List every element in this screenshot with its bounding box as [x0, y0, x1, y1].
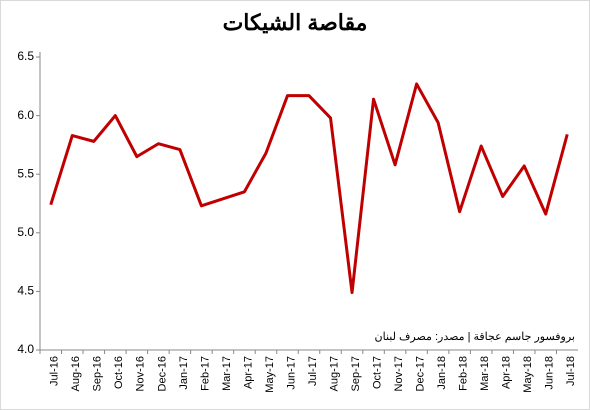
x-tick-label: Apr-17: [242, 356, 254, 389]
x-tick-label: Nov-17: [393, 356, 405, 391]
x-tick-label: Feb-17: [199, 356, 211, 391]
y-tick-label: 4.0: [17, 342, 34, 356]
x-tick-label: May-17: [264, 356, 276, 393]
x-tick-label: Aug-17: [328, 356, 340, 391]
y-tick-label: 6.0: [17, 108, 34, 122]
x-tick-label: Jan-17: [178, 356, 190, 390]
y-tick-label: 5.0: [17, 225, 34, 239]
x-tick-label: Oct-17: [371, 356, 383, 389]
x-tick-label: Jan-18: [436, 356, 448, 390]
y-tick-label: 5.5: [17, 166, 34, 180]
x-tick-label: Dec-17: [415, 356, 427, 391]
x-tick-label: Dec-16: [156, 356, 168, 391]
x-tick-label: Sep-17: [350, 356, 362, 391]
x-tick-label: Jul-17: [307, 356, 319, 386]
x-tick-label: Feb-18: [458, 356, 470, 391]
x-tick-label: May-18: [522, 356, 534, 393]
x-tick-label: Sep-16: [92, 356, 104, 391]
line: [49, 82, 569, 295]
source-note: بروفسور جاسم عجاقة | مصدر: مصرف لبنان: [375, 331, 575, 343]
x-tick-label: Jun-18: [544, 356, 556, 390]
y-tick-label: 6.5: [17, 49, 34, 63]
y-tick-label: 4.5: [17, 284, 34, 298]
x-tick-label: Apr-18: [501, 356, 513, 389]
x-tick-label: Jun-17: [285, 356, 297, 390]
chart-title: مقاصة الشيكات: [223, 10, 368, 35]
x-tick-label: Mar-18: [479, 356, 491, 391]
x-tick-label: Jul-18: [565, 356, 577, 386]
x-tick-label: Oct-16: [113, 356, 125, 389]
x-tick-label: Aug-16: [70, 356, 82, 391]
x-tick-label: Jul-16: [49, 356, 61, 386]
x-tick-label: Mar-17: [221, 356, 233, 391]
x-tick-label: Nov-16: [135, 356, 147, 391]
